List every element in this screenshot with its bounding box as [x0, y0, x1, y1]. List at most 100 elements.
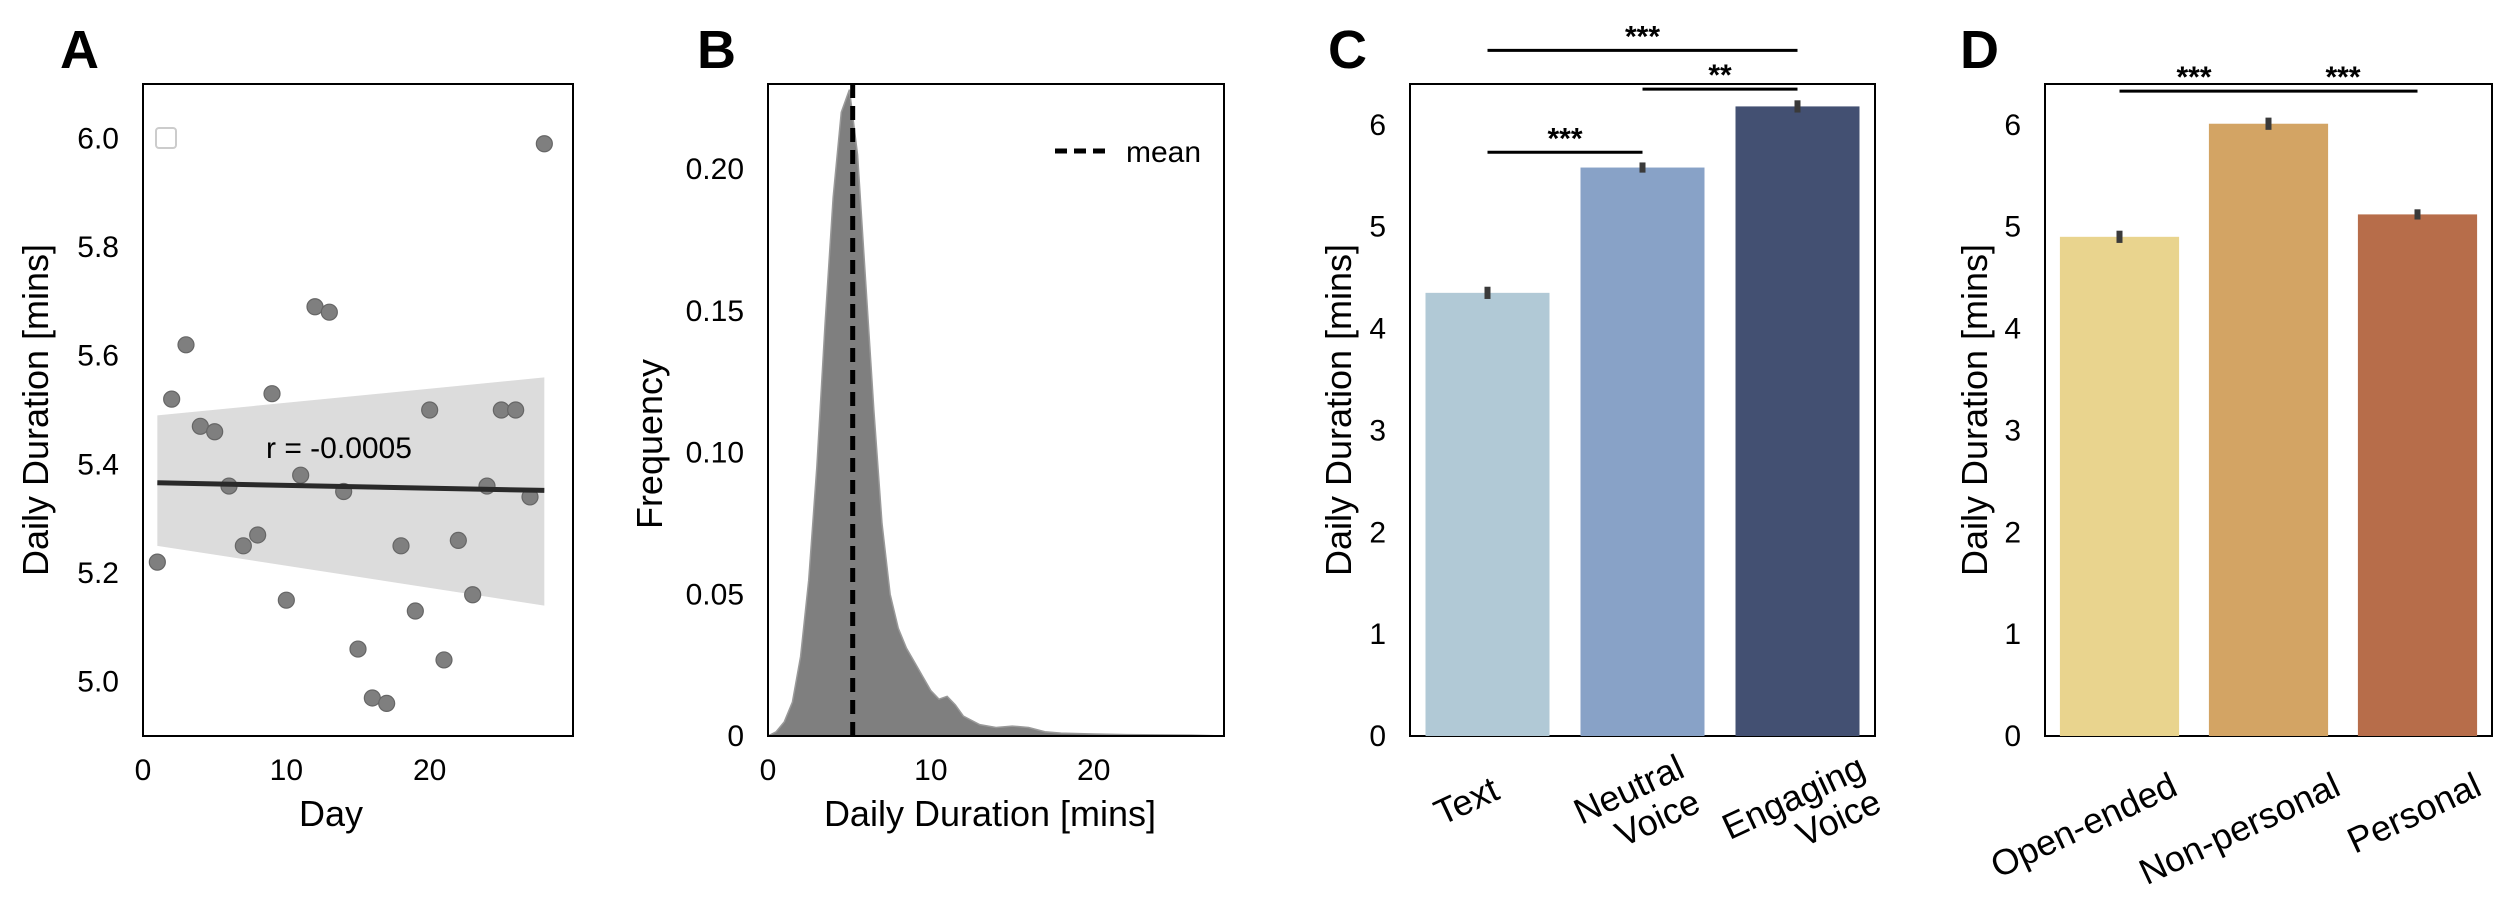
significance-group: ********	[1487, 20, 1798, 155]
y-tick-label: 2	[2004, 516, 2021, 549]
y-tick-label: 3	[1369, 414, 1386, 447]
regression-line	[157, 480, 545, 493]
mean-legend-label: mean	[1126, 136, 1201, 169]
scatter-point	[277, 591, 295, 609]
y-tick-label: 0	[1369, 720, 1386, 753]
significance-group: *** ***	[2119, 61, 2418, 94]
panel-b-letter: B	[697, 20, 736, 80]
category-label: NeutralVoice	[1567, 746, 1706, 867]
panel-c-ylabel: Daily Duration [mins]	[1318, 244, 1359, 576]
panel-b-ylabel: Frequency	[629, 359, 670, 529]
bar	[2059, 236, 2180, 736]
panel-b-axes-frame	[767, 83, 1225, 737]
density-area	[767, 89, 1225, 737]
y-tick-label: 6	[2004, 109, 2021, 142]
y-tick-label: 2	[1369, 516, 1386, 549]
y-tick-label: 1	[1369, 618, 1386, 651]
y-tick-label: 5.8	[77, 231, 119, 264]
scatter-point	[435, 651, 453, 669]
panel-d-ylabel: Daily Duration [mins]	[1954, 244, 1995, 576]
x-ticks-group: 0 10 20	[760, 754, 1111, 787]
scatter-point	[535, 135, 553, 153]
panel-a-axes-frame	[142, 83, 574, 737]
x-ticks-group: Text NeutralVoice EngagingVoice	[1428, 746, 1887, 882]
category-label: EngagingVoice	[1716, 746, 1887, 882]
y-tick-label: 0.15	[686, 295, 744, 328]
scatter-point	[234, 537, 252, 555]
scatter-point	[306, 298, 324, 316]
bars-group	[2059, 117, 2478, 736]
y-tick-label: 4	[2004, 313, 2021, 346]
scatter-point	[177, 336, 195, 354]
x-tick-label: 10	[914, 754, 947, 787]
scatter-point	[421, 401, 439, 419]
category-label: Personal	[2341, 764, 2487, 861]
significance-label: ***	[2325, 61, 2360, 94]
significance-label: ***	[1547, 122, 1582, 155]
y-tick-label: 5	[2004, 211, 2021, 244]
panel-a: A 0 10 20 5.0 5.2 5.4 5.6 5.8 6.0 r = -0.0005 D…	[15, 20, 574, 834]
scatter-point	[292, 466, 310, 484]
category-label-line: Text	[1428, 768, 1505, 833]
y-tick-label: 5.2	[77, 557, 119, 590]
bar	[1735, 106, 1860, 737]
y-tick-label: 5	[1369, 211, 1386, 244]
panel-b: B mean 0 10 20 0 0.05 0.10 0.15 0.20 Daily Dur…	[629, 20, 1225, 834]
bars-group	[1425, 100, 1860, 737]
panel-a-letter: A	[60, 20, 99, 80]
density-area-group	[767, 89, 1225, 737]
scatter-point	[349, 640, 367, 658]
significance-label: ***	[1625, 20, 1660, 53]
x-tick-label: 0	[760, 754, 777, 787]
scatter-point	[492, 401, 510, 419]
scatter-point	[191, 417, 209, 435]
scatter-points-group	[148, 135, 553, 713]
x-tick-label: 20	[413, 754, 446, 787]
scatter-point	[320, 303, 338, 321]
y-tick-label: 1	[2004, 618, 2021, 651]
y-tick-label: 0.05	[686, 578, 744, 611]
y-tick-label: 5.4	[77, 448, 119, 481]
correlation-annotation: r = -0.0005	[266, 432, 412, 465]
regression-line-group	[157, 480, 545, 493]
panel-d: D *** *** 0 1 2 3 4 5 6 Open-endedNon-personalP…	[1954, 20, 2493, 893]
x-ticks-group: 0 10 20	[135, 754, 447, 787]
scatter-point	[392, 537, 410, 555]
scatter-point	[363, 689, 381, 707]
bar	[1580, 167, 1705, 737]
scatter-point	[249, 526, 267, 544]
y-ticks-group: 0 1 2 3 4 5 6	[1369, 109, 1386, 753]
bar	[2208, 123, 2329, 736]
scatter-point	[449, 531, 467, 550]
panel-c-letter: C	[1328, 20, 1367, 80]
scatter-point	[378, 694, 396, 713]
category-label: Text	[1428, 768, 1505, 833]
y-tick-label: 6.0	[77, 122, 119, 155]
scatter-point	[464, 586, 482, 604]
panel-b-xlabel: Daily Duration [mins]	[824, 793, 1156, 834]
panel-a-xlabel: Day	[299, 793, 363, 834]
y-tick-label: 0	[2004, 720, 2021, 753]
category-label-line: Personal	[2341, 764, 2487, 861]
bar	[1425, 292, 1550, 736]
scatter-point	[406, 602, 424, 620]
scatter-point	[507, 401, 525, 419]
panel-a-ylabel: Daily Duration [mins]	[15, 244, 56, 576]
panel-d-letter: D	[1960, 20, 1999, 80]
scatter-point	[148, 553, 166, 571]
panel-a-legend-box	[155, 127, 177, 149]
scatter-point	[163, 390, 181, 408]
significance-label: **	[1708, 59, 1732, 92]
y-tick-label: 6	[1369, 109, 1386, 142]
x-tick-label: 10	[270, 754, 303, 787]
x-tick-label: 20	[1077, 754, 1110, 787]
y-ticks-group: 0 1 2 3 4 5 6	[2004, 109, 2021, 753]
y-tick-label: 0.10	[686, 437, 744, 470]
y-tick-label: 5.0	[77, 666, 119, 699]
y-tick-label: 0.20	[686, 153, 744, 186]
y-tick-label: 3	[2004, 414, 2021, 447]
y-tick-label: 4	[1369, 313, 1386, 346]
x-tick-label: 0	[135, 754, 152, 787]
